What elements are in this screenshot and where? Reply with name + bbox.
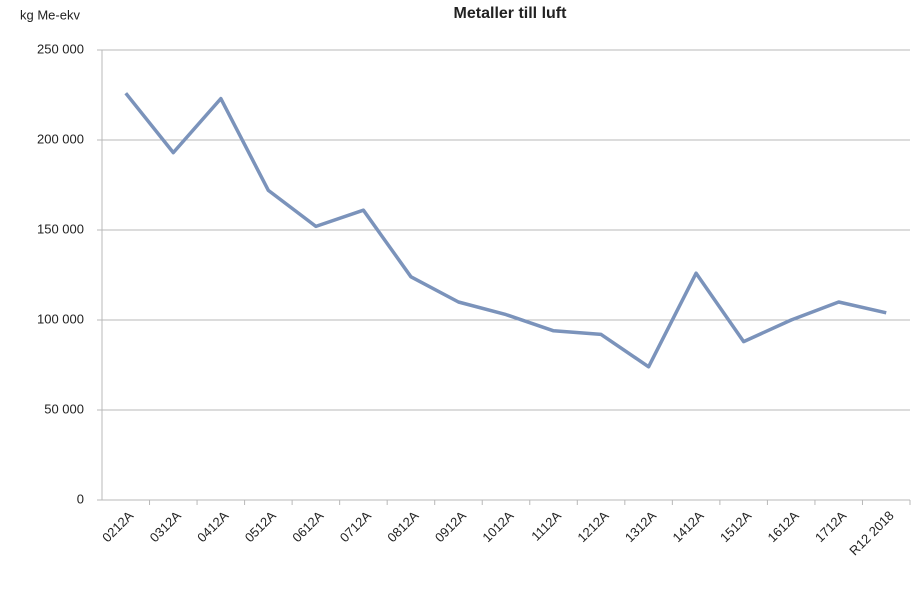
x-tick-label: 0312A — [147, 508, 184, 545]
x-tick-label: 1012A — [479, 508, 516, 545]
x-tick-label: 0712A — [337, 508, 374, 545]
x-tick-label: 1512A — [717, 508, 754, 545]
y-tick-label: 150 000 — [37, 221, 84, 236]
y-tick-label: 100 000 — [37, 311, 84, 326]
x-tick-label: 1312A — [622, 508, 659, 545]
x-tick-label: 0912A — [432, 508, 469, 545]
x-tick-label: 0212A — [99, 508, 136, 545]
y-tick-label: 250 000 — [37, 41, 84, 56]
x-tick-label: 0812A — [384, 508, 421, 545]
y-tick-label: 50 000 — [44, 401, 84, 416]
y-tick-label: 200 000 — [37, 131, 84, 146]
x-tick-label: 1212A — [574, 508, 611, 545]
y-axis-label: kg Me-ekv — [20, 7, 80, 22]
x-tick-label: R12 2018 — [846, 508, 896, 558]
y-tick-label: 0 — [77, 491, 84, 506]
x-tick-label: 1712A — [812, 508, 849, 545]
x-tick-label: 0612A — [289, 508, 326, 545]
x-tick-label: 1112A — [528, 508, 564, 544]
chart-title: Metaller till luft — [454, 5, 568, 22]
x-tick-label: 1612A — [765, 508, 802, 545]
x-tick-label: 0512A — [242, 508, 279, 545]
x-tick-label: 0412A — [194, 508, 231, 545]
x-tick-label: 1412A — [669, 508, 706, 545]
data-line — [124, 92, 887, 369]
